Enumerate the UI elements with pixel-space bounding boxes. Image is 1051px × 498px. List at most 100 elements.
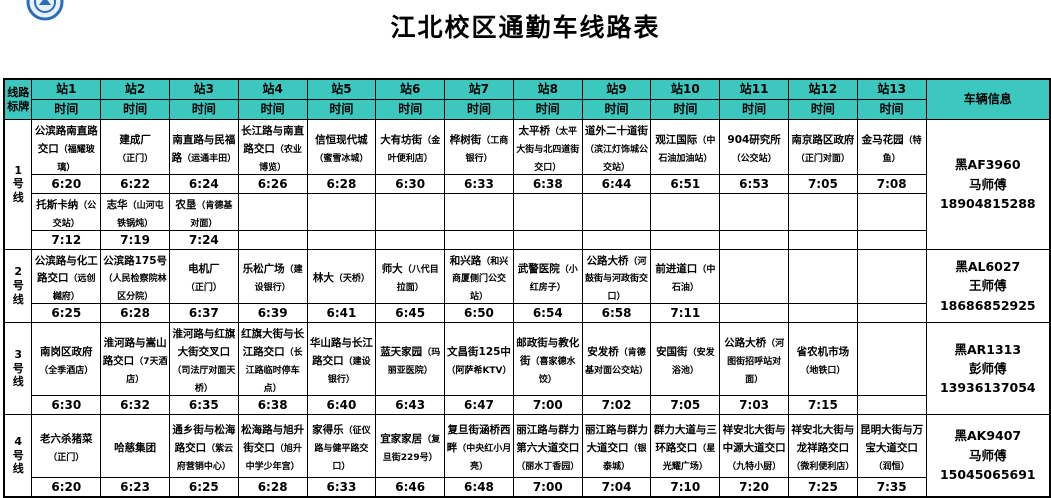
time-header: 时间 <box>237 99 308 120</box>
stop-note: （工商银行） <box>465 135 509 164</box>
time-cell: 6:41 <box>306 303 377 324</box>
stop-note: （农业博览） <box>259 144 302 173</box>
stop-note: （中石油） <box>671 265 716 294</box>
stop-cell: 公滨路175号 （人民检察院林区分院） <box>100 248 170 305</box>
stop-cell <box>856 192 927 231</box>
stop-name: 祥安北大街与中源大道交口 <box>722 424 786 454</box>
stop-note: （公交站） <box>52 200 97 229</box>
route-label-char: 3 <box>14 347 23 361</box>
stop-note: （玛丽亚医院） <box>387 348 441 377</box>
time-cell <box>444 229 514 250</box>
stop-note: （福耀玻璃） <box>57 144 95 173</box>
time-cell: 6:46 <box>375 476 446 498</box>
stop-name: 通乡街与松海路交口 <box>172 424 236 454</box>
stop-cell: 桦树街（工商银行） <box>444 119 514 175</box>
stop-cell: 乐松广场（建设银行） <box>237 248 308 305</box>
stop-cell: 祥安北大街与龙祥路交口 （微利便利店） <box>788 413 858 478</box>
stop-cell: 大有坊街（金叶便利店） <box>375 119 446 175</box>
station-header: 站1 <box>31 78 102 100</box>
stop-cell: 老六杀猪菜 （正门） <box>31 413 102 478</box>
time-cell: 7:05 <box>788 173 858 194</box>
corner-header-route-sign: 线路标牌 <box>3 78 33 120</box>
stop-name: 武警医院 <box>517 263 560 276</box>
stop-name: 家得乐 <box>312 424 344 437</box>
station-header: 站13 <box>856 78 927 100</box>
stop-cell: 群力大道与三环路交口（星光耀广场） <box>650 413 721 478</box>
time-cell: 7:03 <box>719 394 789 415</box>
stop-note: （建设银行） <box>327 357 371 386</box>
route-label-char: 号 <box>12 448 24 462</box>
stop-name: 道外二十道街 <box>585 125 649 137</box>
time-cell <box>375 229 446 250</box>
time-cell: 6:28 <box>306 173 377 194</box>
time-cell <box>719 303 789 324</box>
stop-cell <box>581 192 652 231</box>
stop-cell: 南岗区政府 （全季酒店） <box>31 322 102 396</box>
time-cell: 7:04 <box>581 476 652 498</box>
stop-cell: 公路大桥（河鼓街与河政街交口） <box>581 248 652 305</box>
time-cell: 6:53 <box>719 173 789 194</box>
stop-note: （中石油加油站） <box>658 135 716 164</box>
stop-cell: 文昌街125中 （阿萨希KTV） <box>444 322 514 396</box>
stop-name: 群力大道与三环路交口 <box>653 424 717 454</box>
time-header: 时间 <box>100 99 170 120</box>
time-cell: 6:47 <box>444 394 514 415</box>
time-cell <box>788 303 858 324</box>
time-header: 时间 <box>719 99 789 120</box>
vehicle-info-line: 黑AR1313 <box>954 341 1022 357</box>
stop-cell <box>788 248 858 305</box>
stop-cell: 前进道口（中石油） <box>650 248 721 305</box>
stop-note: （司法厅对面天桥） <box>172 366 236 394</box>
stop-name: 和兴路 <box>449 254 482 267</box>
stop-cell <box>856 322 927 396</box>
schedule-table: 线路标牌 站1 站2 站3 站4 站5 站6 站7 站8 站9 站10 站11 站12 站13 车辆信息 时间… <box>3 78 1051 498</box>
vehicle-info-line: 15045065691 <box>939 467 1036 483</box>
time-cell <box>237 229 308 250</box>
time-cell: 6:30 <box>31 394 102 415</box>
time-cell: 6:26 <box>237 173 308 194</box>
station-header: 站7 <box>444 78 514 100</box>
vehicle-info-cell: 黑AF3960 马师傅 18904815288 <box>925 119 1051 250</box>
stop-note: （喜家德水饺） <box>530 357 576 386</box>
stop-cell: 志华（山河屯铁锅炖） <box>100 192 170 231</box>
stop-note: （阿萨希KTV） <box>446 366 512 377</box>
stop-name: 大有坊街 <box>380 133 423 146</box>
stop-name: 哈慈集团 <box>114 441 157 454</box>
stop-name: 南岗区政府 <box>40 346 93 359</box>
campus-badge-icon <box>26 0 64 21</box>
time-cell: 6:37 <box>168 303 239 324</box>
stop-note: （正门） <box>185 283 222 294</box>
vehicle-info-line: 黑AL6027 <box>955 258 1021 274</box>
stop-note: （正门） <box>117 153 154 164</box>
time-cell: 6:32 <box>100 394 170 415</box>
time-cell: 6:43 <box>375 394 446 415</box>
time-cell: 7:12 <box>31 229 102 250</box>
stop-note: （安发浴池） <box>671 348 715 377</box>
stop-note: （全季酒店） <box>39 366 94 377</box>
vehicle-info-line: 18686852925 <box>939 297 1036 313</box>
time-cell: 6:39 <box>237 303 308 324</box>
station-header: 站11 <box>719 78 789 100</box>
stop-name: 华山路与长江路交口 <box>309 337 373 368</box>
vehicle-info-line: 18904815288 <box>939 195 1036 211</box>
stop-cell <box>719 248 789 305</box>
stop-name: 林大 <box>312 272 334 285</box>
vehicle-info-line: 彭师傅 <box>969 360 1007 376</box>
stop-name: 农垦 <box>175 198 197 211</box>
time-header: 时间 <box>788 99 858 120</box>
stop-note: （肯德基对面公交站） <box>585 348 649 377</box>
stop-cell: 托斯卡纳（公交站） <box>31 192 102 231</box>
route-label-char: 线 <box>12 462 24 476</box>
stop-note: （正门） <box>48 452 85 463</box>
stop-name: 蓝天家园 <box>380 346 423 359</box>
stop-note: （7天酒店） <box>126 357 168 386</box>
time-header: 时间 <box>375 99 446 120</box>
station-header: 站8 <box>512 78 583 100</box>
stop-name: 公滨路与化工路交口 <box>34 254 98 285</box>
stop-cell: 宜家家居（复旦街229号） <box>375 413 446 478</box>
stop-cell <box>306 192 377 231</box>
time-header: 时间 <box>444 99 514 120</box>
stop-cell: 松海路与旭升街交口（旭升中学少年宫） <box>237 413 308 478</box>
stop-cell: 金马花园（特鱼） <box>856 119 927 175</box>
time-cell: 6:40 <box>306 394 377 415</box>
